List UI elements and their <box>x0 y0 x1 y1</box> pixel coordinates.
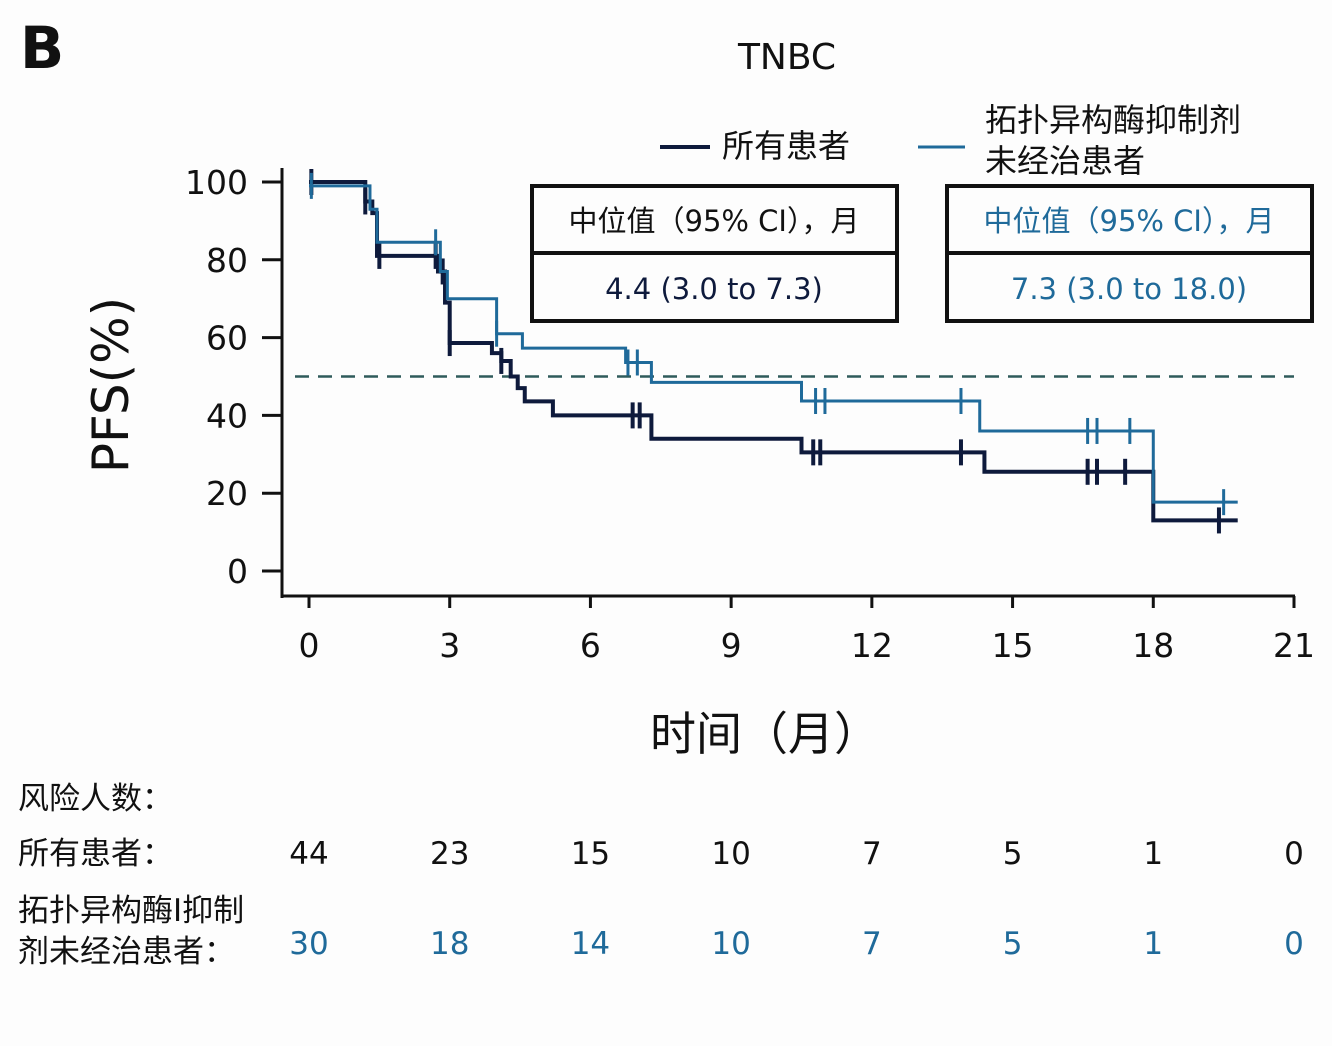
x-tick-label: 0 <box>299 626 320 665</box>
y-tick-label: 20 <box>206 474 248 513</box>
risk-row-label-naive-1: 拓扑异构酶I抑制 <box>18 893 244 929</box>
chart-title: TNBC <box>737 37 836 78</box>
median-header-naive: 中位值（95% CI），月 <box>984 204 1275 238</box>
y-tick-label: 100 <box>185 163 248 202</box>
legend-label-naive-2: 未经治患者 <box>985 142 1145 180</box>
median-box-all: 中位值（95% CI），月 4.4 (3.0 to 7.3) <box>530 184 899 323</box>
km-curve-naive <box>309 184 1238 504</box>
risk-count: 23 <box>430 836 469 872</box>
risk-count: 0 <box>1284 836 1304 872</box>
risk-table-title: 风险人数： <box>18 781 173 817</box>
risk-count: 18 <box>430 926 469 962</box>
legend-label-all: 所有患者 <box>722 127 850 165</box>
risk-count: 15 <box>571 836 610 872</box>
risk-row-label-all: 所有患者： <box>18 836 173 872</box>
risk-count: 1 <box>1143 926 1163 962</box>
y-axis-label: PFS(%) <box>82 297 140 473</box>
x-tick-label: 9 <box>721 626 742 665</box>
risk-count: 7 <box>862 926 882 962</box>
risk-row-label-naive-2: 剂未经治患者： <box>18 934 235 970</box>
legend-label-naive-1: 拓扑异构酶抑制剂 <box>985 101 1241 139</box>
median-value-naive: 7.3 (3.0 to 18.0) <box>1011 272 1247 306</box>
risk-count: 44 <box>289 836 328 872</box>
risk-count: 1 <box>1143 836 1163 872</box>
risk-count: 10 <box>711 836 750 872</box>
risk-count: 14 <box>571 926 610 962</box>
risk-count: 5 <box>1003 926 1023 962</box>
median-header-all: 中位值（95% CI），月 <box>569 204 860 238</box>
y-tick-label: 60 <box>206 319 248 358</box>
risk-count: 7 <box>862 836 882 872</box>
median-box-naive: 中位值（95% CI），月 7.3 (3.0 to 18.0) <box>945 184 1314 323</box>
risk-count: 5 <box>1003 836 1023 872</box>
y-tick-label: 80 <box>206 241 248 280</box>
x-tick-label: 6 <box>580 626 601 665</box>
x-tick-label: 12 <box>851 626 893 665</box>
risk-count: 30 <box>289 926 328 962</box>
y-tick-label: 40 <box>206 396 248 435</box>
panel-label: B <box>20 14 64 82</box>
x-tick-label: 18 <box>1132 626 1174 665</box>
x-tick-label: 21 <box>1273 626 1315 665</box>
risk-count: 0 <box>1284 926 1304 962</box>
x-tick-label: 3 <box>439 626 460 665</box>
risk-count: 10 <box>711 926 750 962</box>
y-tick-label: 0 <box>227 552 248 591</box>
median-value-all: 4.4 (3.0 to 7.3) <box>605 272 823 306</box>
x-tick-label: 15 <box>992 626 1034 665</box>
x-axis-label: 时间（月） <box>650 707 880 761</box>
